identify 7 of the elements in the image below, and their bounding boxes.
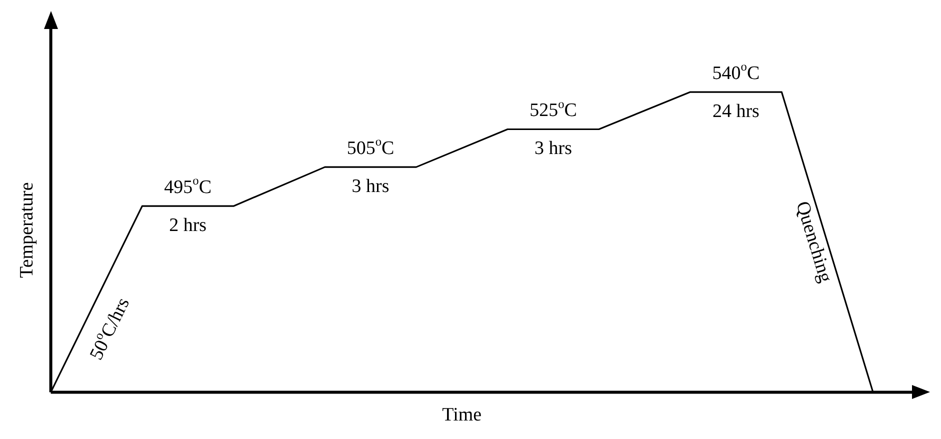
x-axis-title: Time: [442, 404, 482, 426]
annotation: 3 hrs: [352, 176, 390, 198]
y-axis-title: Temperature: [16, 182, 38, 278]
annotation: 24 hrs: [712, 101, 760, 122]
annotation: 50oC/hrs: [86, 294, 134, 364]
annotation: 3 hrs: [534, 138, 572, 160]
annotation: 2 hrs: [169, 215, 207, 236]
